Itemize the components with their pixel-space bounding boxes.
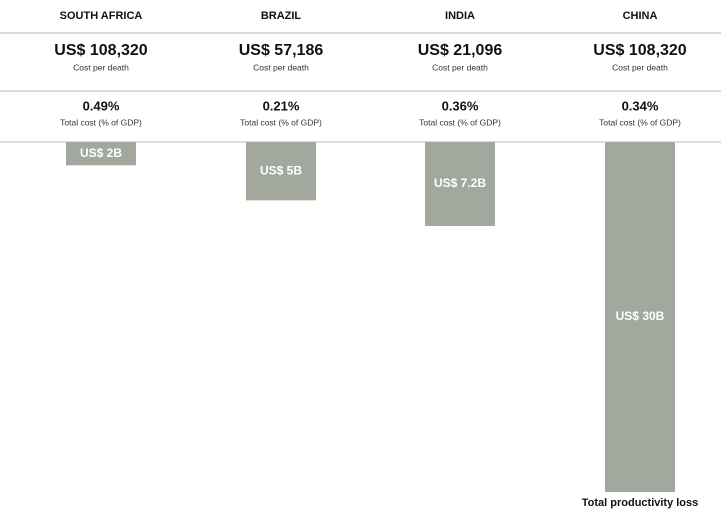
gdp-share: 0.49% [83,98,120,113]
country: INDIA [445,10,475,22]
value-label: US$ 5B [260,163,302,177]
country: SOUTH AFRICA [60,10,143,22]
cost-per-death: US$ 57,186 [239,42,324,59]
bar [425,142,495,226]
gdp-share-caption: Total cost (% of GDP) [599,117,681,127]
cost-per-death: US$ 108,320 [593,42,687,59]
cost-per-death: US$ 108,320 [54,42,148,59]
gdp-share-caption: Total cost (% of GDP) [240,117,322,127]
country: CHINA [623,10,658,22]
value-label: US$ 30B [616,309,665,323]
bar [66,142,136,166]
gdp-share: 0.21% [263,98,300,113]
gdp-share: 0.34% [622,98,659,113]
cost-per-death-caption: Cost per death [253,62,309,72]
cost-per-death-caption: Cost per death [432,62,488,72]
gdp-share-caption: Total cost (% of GDP) [60,117,142,127]
cost-per-death: US$ 21,096 [418,42,503,59]
bar [605,142,675,492]
gdp-share: 0.36% [442,98,479,113]
value-label: US$ 7.2B [434,176,486,190]
country: BRAZIL [261,10,302,22]
cost-per-death-caption: Cost per death [73,62,129,72]
bar [246,142,316,201]
gdp-share-caption: Total cost (% of GDP) [419,117,501,127]
cost-per-death-caption: Cost per death [612,62,668,72]
annotation: Total productivity loss [582,497,699,509]
value-label: US$ 2B [80,146,122,160]
